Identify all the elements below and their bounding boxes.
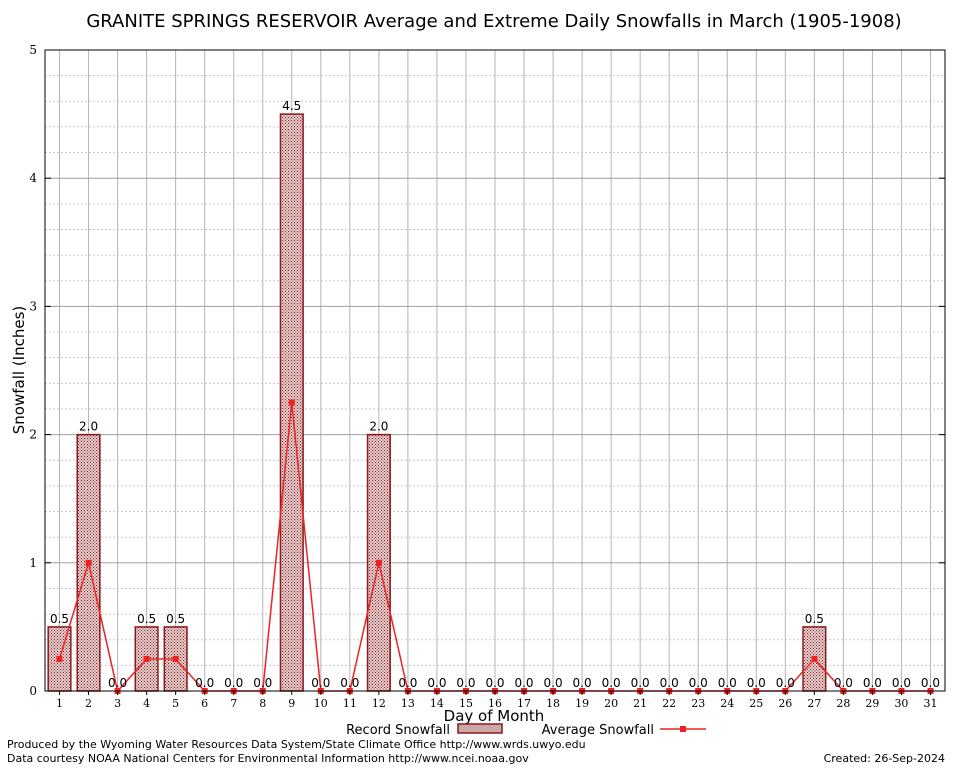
y-axis-ticks: 0 1 2 3 4 5 <box>29 43 945 698</box>
bar-value-label: 0.0 <box>718 676 737 690</box>
bar-value-label: 0.0 <box>776 676 795 690</box>
x-tick-label: 26 <box>778 697 792 710</box>
x-tick-label: 15 <box>459 697 473 710</box>
x-tick-label: 16 <box>488 697 502 710</box>
y-axis-label: Snowfall (Inches) <box>10 306 28 434</box>
bar-value-label: 0.0 <box>514 676 533 690</box>
x-tick-label: 25 <box>749 697 763 710</box>
bar-value-label: 0.0 <box>398 676 417 690</box>
x-tick-label: 11 <box>343 697 357 710</box>
bar-value-label: 0.0 <box>602 676 621 690</box>
x-tick-label: 2 <box>85 697 92 710</box>
x-tick-label: 27 <box>807 697 821 710</box>
average-point <box>85 559 92 566</box>
bar-value-label: 0.0 <box>863 676 882 690</box>
x-axis-ticks: 1 2 3 4 5 6 7 8 9 10 11 12 13 14 15 16 17 18 19 20 21 22 23 24 2… <box>56 691 937 710</box>
bar-value-label: 0.0 <box>195 676 214 690</box>
x-tick-label: 30 <box>894 697 908 710</box>
legend-average-marker <box>680 726 686 732</box>
x-tick-label: 8 <box>259 697 266 710</box>
legend: Record Snowfall Average Snowfall <box>346 723 706 738</box>
bar-value-label: 4.5 <box>282 99 301 113</box>
bar-value-label: 0.5 <box>166 612 185 626</box>
x-tick-label: 23 <box>691 697 705 710</box>
x-tick-label: 24 <box>720 697 734 710</box>
bar-value-label: 0.0 <box>747 676 766 690</box>
footer-courtesy: Data courtesy NOAA National Centers for … <box>7 752 529 765</box>
footer-produced-by: Produced by the Wyoming Water Resources … <box>7 738 586 751</box>
bar-value-label: 0.0 <box>108 676 127 690</box>
x-tick-label: 7 <box>230 697 237 710</box>
y-tick-label: 2 <box>29 428 37 442</box>
x-tick-label: 31 <box>923 697 937 710</box>
bar-value-label: 0.0 <box>485 676 504 690</box>
legend-record-swatch <box>457 723 503 734</box>
legend-average-label: Average Snowfall <box>542 723 654 738</box>
legend-record-label: Record Snowfall <box>346 723 450 738</box>
x-axis-label: Day of Month <box>444 707 545 725</box>
bar-value-label: 0.0 <box>660 676 679 690</box>
bar-value-label: 0.5 <box>137 612 156 626</box>
average-point <box>56 655 63 662</box>
bar-value-label: 0.5 <box>805 612 824 626</box>
bar-value-label: 0.0 <box>631 676 650 690</box>
x-tick-label: 14 <box>430 697 444 710</box>
x-tick-label: 22 <box>662 697 676 710</box>
average-point <box>811 655 818 662</box>
bar-value-label: 0.0 <box>427 676 446 690</box>
bar-value-label: 0.0 <box>224 676 243 690</box>
bar-value-label: 0.0 <box>340 676 359 690</box>
x-tick-label: 17 <box>517 697 531 710</box>
x-tick-label: 13 <box>401 697 415 710</box>
x-tick-label: 12 <box>372 697 386 710</box>
x-tick-label: 18 <box>546 697 560 710</box>
bar-value-label: 0.0 <box>573 676 592 690</box>
x-tick-label: 19 <box>575 697 589 710</box>
y-tick-label: 1 <box>29 556 37 570</box>
y-tick-label: 3 <box>29 299 37 313</box>
bar-value-label: 2.0 <box>369 420 388 434</box>
chart-title: GRANITE SPRINGS RESERVOIR Average and Ex… <box>86 11 901 32</box>
y-tick-label: 5 <box>29 43 37 57</box>
x-tick-label: 29 <box>865 697 879 710</box>
bar-value-label: 0.0 <box>311 676 330 690</box>
average-point <box>288 399 295 406</box>
footer-created: Created: 26-Sep-2024 <box>824 752 945 765</box>
x-tick-label: 21 <box>633 697 647 710</box>
x-tick-label: 5 <box>172 697 179 710</box>
bar-value-label: 0.0 <box>892 676 911 690</box>
bar-value-label: 0.0 <box>834 676 853 690</box>
x-tick-label: 10 <box>314 697 328 710</box>
x-tick-label: 6 <box>201 697 208 710</box>
x-tick-label: 20 <box>604 697 618 710</box>
bar-value-label: 0.5 <box>50 612 69 626</box>
bar-value-label: 0.0 <box>253 676 272 690</box>
bar-value-label: 0.0 <box>921 676 940 690</box>
x-tick-label: 9 <box>288 697 295 710</box>
bar-value-label: 0.0 <box>544 676 563 690</box>
bar-value-label: 0.0 <box>689 676 708 690</box>
x-tick-label: 3 <box>114 697 121 710</box>
y-tick-label: 0 <box>29 684 37 698</box>
average-point <box>172 655 179 662</box>
bar-value-label: 2.0 <box>79 420 98 434</box>
data-labels: 0.5 2.0 0.0 0.5 0.5 0.0 0.0 0.0 4.5 0.0 0.0 2.0 0.0 0… <box>50 99 940 690</box>
x-tick-label: 1 <box>56 697 63 710</box>
x-tick-label: 28 <box>836 697 850 710</box>
y-tick-label: 4 <box>29 171 37 185</box>
x-tick-label: 4 <box>143 697 150 710</box>
bar-value-label: 0.0 <box>456 676 475 690</box>
average-point <box>143 655 150 662</box>
average-point <box>375 559 382 566</box>
